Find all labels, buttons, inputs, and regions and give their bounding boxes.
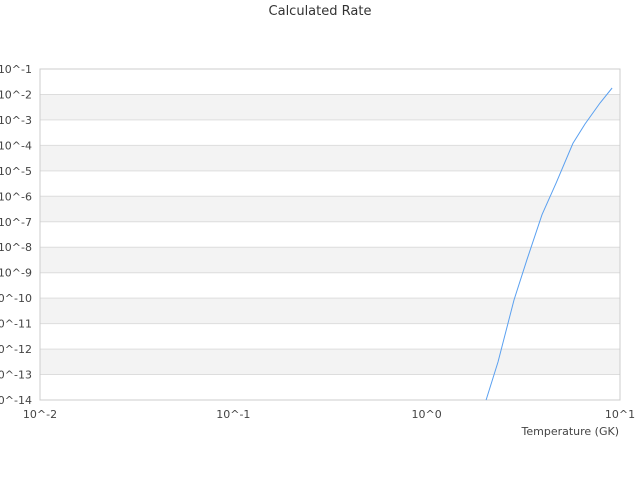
x-axis-label: Temperature (GK) (521, 425, 620, 438)
grid-band (40, 323, 620, 350)
y-tick-label: 10^-11 (0, 318, 32, 331)
y-tick-label: 10^-5 (0, 165, 32, 178)
grid-band (40, 94, 620, 120)
grid-band (40, 298, 620, 324)
grid-band (40, 272, 620, 299)
series-line (485, 87, 613, 401)
x-tick-label: 10^-1 (216, 408, 250, 421)
grid-band (40, 247, 620, 273)
y-tick-label: 10^-12 (0, 343, 32, 356)
grid-band (40, 119, 620, 146)
y-tick-label: 10^-6 (0, 190, 32, 203)
x-tick-label: 10^0 (412, 408, 442, 421)
grid-band (40, 221, 620, 248)
y-tick-label: 10^-8 (0, 241, 32, 254)
y-tick-label: 10^-4 (0, 139, 32, 152)
grid-band (40, 196, 620, 222)
y-tick-label: 10^-3 (0, 114, 32, 127)
y-tick-label: 10^-2 (0, 88, 32, 101)
plot-frame (39, 68, 621, 401)
chart-title: Calculated Rate (268, 4, 372, 19)
grid-band (40, 145, 620, 171)
y-tick-label: 10^-9 (0, 267, 32, 280)
y-tick-label: 10^-13 (0, 369, 32, 382)
y-tick-label: 10^-1 (0, 63, 32, 76)
grid-band (40, 170, 620, 197)
y-tick-label: 10^-10 (0, 292, 32, 305)
x-tick-label: 10^-2 (23, 408, 57, 421)
y-tick-label: 10^-14 (0, 394, 32, 407)
grid-band (40, 69, 620, 95)
grid-band (40, 349, 620, 375)
grid-band (40, 374, 620, 400)
x-tick-label: 10^1 (605, 408, 635, 421)
y-tick-label: 10^-7 (0, 216, 32, 229)
